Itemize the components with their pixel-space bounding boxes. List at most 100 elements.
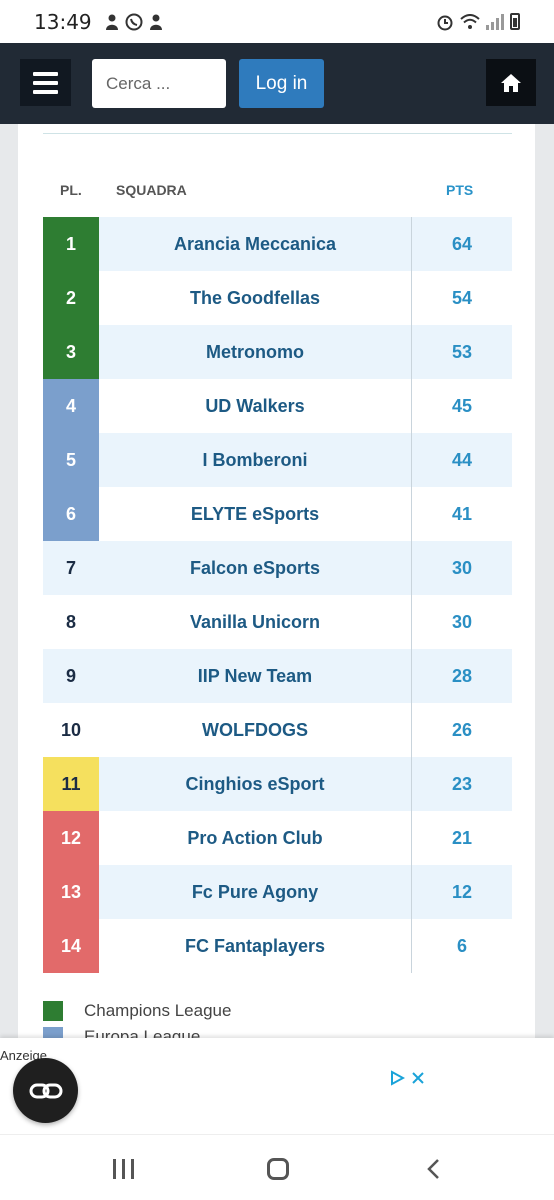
standings-card: PL. SQUADRA PTS 1 Arancia Meccanica 6 4 2 The… — [18, 124, 535, 1047]
menu-bar-icon — [33, 80, 58, 85]
wifi-icon — [460, 13, 480, 29]
recent-apps-icon[interactable] — [113, 1159, 134, 1179]
team-name-link[interactable]: I Bomberoni — [202, 449, 308, 470]
notification-app-icon — [149, 14, 162, 30]
column-divider — [411, 271, 412, 325]
table-row[interactable]: 9 IIP New Team 28 — [43, 649, 512, 703]
table-row[interactable]: 5 I Bomberoni 44 — [43, 433, 512, 487]
points-cell: 30 — [451, 611, 473, 632]
column-header-team: SQUADRA — [116, 182, 187, 198]
column-divider — [411, 487, 412, 541]
team-name-link[interactable]: Fc Pure Agony — [191, 881, 319, 902]
table-header: PL. SQUADRA PTS — [43, 174, 512, 206]
menu-bar-icon — [33, 71, 58, 76]
site-header: Log in — [0, 43, 554, 124]
table-row[interactable]: 6 ELYTE eSports 41 — [43, 487, 512, 541]
team-name-link[interactable]: Pro Action Club — [187, 827, 323, 848]
column-divider — [411, 757, 412, 811]
team-name-link[interactable]: FC Fantaplayers — [184, 935, 326, 956]
position-cell: 4 — [43, 379, 99, 433]
signal-icon — [486, 13, 504, 30]
points-cell: 41 — [451, 503, 473, 524]
table-row[interactable]: 12 Pro Action Club 21 — [43, 811, 512, 865]
home-icon — [501, 73, 521, 92]
alarm-icon — [437, 15, 453, 30]
table-row[interactable]: 4 UD Walkers 45 — [43, 379, 512, 433]
position-cell: 3 — [43, 325, 99, 379]
notification-app-icon — [105, 14, 118, 30]
points-cell: 28 — [451, 665, 473, 686]
table-row[interactable]: 14 FC Fantaplayers 6 — [43, 919, 512, 973]
position-cell: 1 — [43, 217, 99, 271]
system-navigation-bar — [0, 1134, 554, 1200]
column-divider — [411, 433, 412, 487]
column-divider — [411, 541, 412, 595]
points-cell: 45 — [451, 395, 473, 416]
table-row[interactable]: 10 WOLFDOGS 26 — [43, 703, 512, 757]
team-name-link[interactable]: UD Walkers — [205, 395, 305, 416]
points-cell: 44 — [451, 449, 473, 470]
table-row[interactable]: 11 Cinghios eSport 23 — [43, 757, 512, 811]
legend-label: Champions League — [84, 1001, 232, 1020]
table-row[interactable]: 3 Metronomo 53 — [43, 325, 512, 379]
column-divider — [411, 919, 412, 973]
team-name-link[interactable]: ELYTE eSports — [190, 503, 320, 524]
home-nav-icon[interactable] — [267, 1158, 289, 1180]
column-divider — [411, 217, 412, 271]
position-cell: 14 — [43, 919, 99, 973]
notification-icons — [104, 13, 164, 31]
adchoices-play-icon[interactable] — [389, 1070, 405, 1086]
table-row[interactable]: 7 Falcon eSports 30 — [43, 541, 512, 595]
team-name-link[interactable]: The Goodfellas — [189, 287, 321, 308]
menu-bar-icon — [33, 89, 58, 94]
hamburger-menu-button[interactable] — [20, 59, 71, 106]
legend-swatch — [43, 1001, 63, 1021]
status-bar: 13:49 — [0, 0, 554, 43]
team-name-link[interactable]: Falcon eSports — [189, 557, 321, 578]
table-row[interactable]: 2 The Goodfellas 54 — [43, 271, 512, 325]
table-row[interactable]: 1 Arancia Meccanica 64 — [43, 217, 512, 271]
login-button[interactable]: Log in — [239, 59, 324, 108]
search-input[interactable] — [92, 59, 226, 108]
points-cell: 21 — [451, 827, 473, 848]
system-icons — [436, 13, 520, 31]
status-time: 13:49 — [34, 9, 92, 34]
position-cell: 7 — [65, 557, 76, 578]
team-name-link[interactable]: Cinghios eSport — [185, 773, 325, 794]
points-cell: 6 — [456, 935, 467, 956]
position-cell: 5 — [43, 433, 99, 487]
battery-icon — [510, 13, 520, 30]
table-row[interactable]: 8 Vanilla Unicorn 30 — [43, 595, 512, 649]
points-cell: 23 — [451, 773, 473, 794]
team-name-link[interactable]: IIP New Team — [197, 665, 313, 686]
divider — [43, 133, 512, 134]
ad-banner: Anzeige — [0, 1038, 554, 1134]
home-button[interactable] — [486, 59, 536, 106]
back-icon[interactable] — [426, 1158, 440, 1180]
position-cell: 13 — [43, 865, 99, 919]
points-cell: 53 — [451, 341, 473, 362]
position-cell: 12 — [43, 811, 99, 865]
team-name-link[interactable]: WOLFDOGS — [202, 719, 308, 740]
close-icon[interactable] — [411, 1071, 425, 1085]
points-cell: 30 — [451, 557, 473, 578]
points-cell: 12 — [451, 881, 473, 902]
column-divider — [411, 811, 412, 865]
position-cell: 6 — [43, 487, 99, 541]
legend-item: Champions League — [43, 998, 231, 1024]
link-icon — [29, 1083, 62, 1098]
column-divider — [411, 649, 412, 703]
ad-choices[interactable] — [389, 1070, 425, 1086]
column-divider — [411, 703, 412, 757]
position-cell: 8 — [65, 611, 76, 632]
team-name-link[interactable]: Metronomo — [206, 341, 304, 362]
team-name-link[interactable]: Vanilla Unicorn — [189, 611, 321, 632]
position-cell: 9 — [65, 665, 76, 686]
ad-overlay-button[interactable] — [13, 1058, 78, 1123]
column-divider — [411, 379, 412, 433]
position-cell: 11 — [43, 757, 99, 811]
position-cell: 2 — [43, 271, 99, 325]
table-row[interactable]: 13 Fc Pure Agony 12 — [43, 865, 512, 919]
column-divider — [411, 325, 412, 379]
team-name-link[interactable]: Arancia Meccanica — [173, 233, 337, 254]
